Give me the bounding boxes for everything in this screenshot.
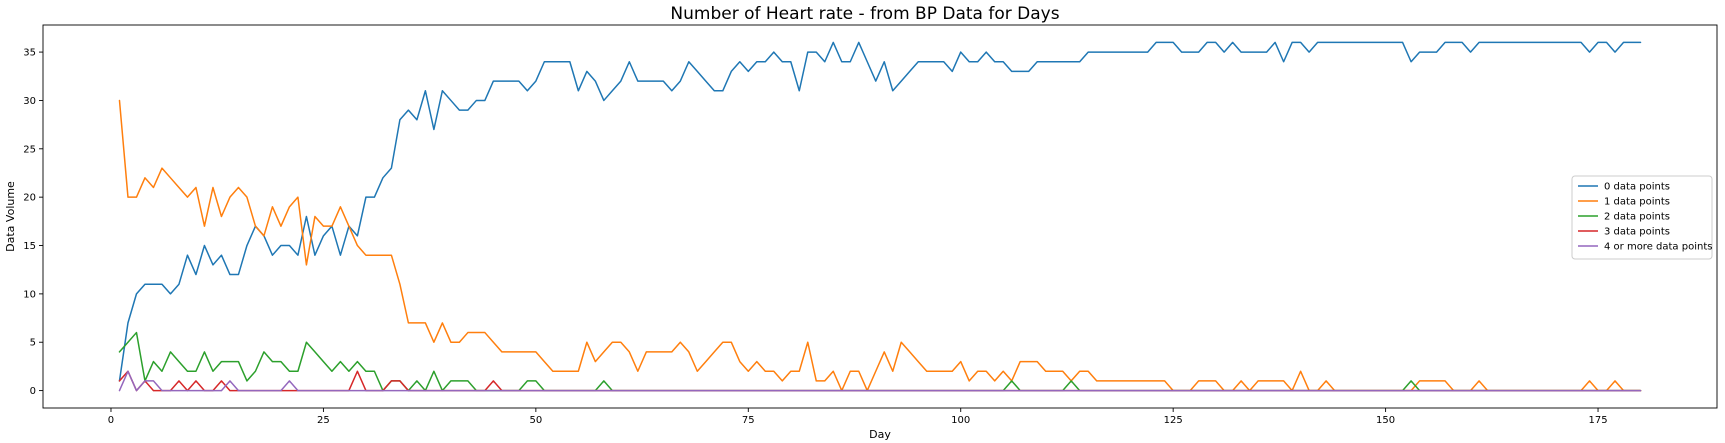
y-axis-label: Data Volume	[4, 181, 17, 252]
x-tick-label: 50	[529, 415, 542, 426]
x-axis-label: Day	[869, 428, 891, 441]
y-tick-label: 15	[23, 241, 36, 252]
x-tick-label: 75	[742, 415, 755, 426]
y-axis: 0 5 10 15 20 25 30 35	[23, 48, 43, 397]
x-tick-label: 25	[317, 415, 330, 426]
axes-frame	[42, 24, 1718, 409]
chart-title: Number of Heart rate - from BP Data for …	[670, 4, 1059, 24]
legend-label: 3 data points	[1604, 227, 1670, 238]
series-line-1	[118, 99, 1642, 392]
legend-label: 4 or more data points	[1604, 242, 1712, 253]
x-tick-label: 100	[951, 415, 970, 426]
x-axis: 0 25 50 75 100 125 150 175	[108, 408, 1608, 426]
legend-label: 2 data points	[1604, 212, 1670, 223]
x-tick-label: 150	[1376, 415, 1395, 426]
y-tick-label: 10	[23, 289, 36, 300]
series-line-4	[118, 370, 1642, 392]
legend-label: 1 data points	[1604, 197, 1670, 208]
series-line-0	[118, 41, 1642, 382]
y-tick-label: 5	[30, 338, 36, 349]
series-group	[118, 41, 1642, 392]
x-tick-label: 175	[1588, 415, 1607, 426]
y-tick-label: 35	[23, 48, 36, 59]
x-tick-label: 125	[1164, 415, 1183, 426]
plot-area: 0 25 50 75 100 125 150 175 0 5 10 15 20 25 30 35	[23, 24, 1718, 426]
x-tick-label: 0	[108, 415, 114, 426]
legend-label: 0 data points	[1604, 182, 1670, 193]
y-tick-label: 30	[23, 96, 36, 107]
series-line-3	[118, 370, 1642, 392]
y-tick-label: 25	[23, 144, 36, 155]
y-tick-label: 0	[30, 386, 36, 397]
legend-frame	[1571, 175, 1713, 260]
legend: 0 data points 1 data points 2 data points 3…	[1571, 175, 1713, 260]
y-tick-label: 20	[23, 193, 36, 204]
